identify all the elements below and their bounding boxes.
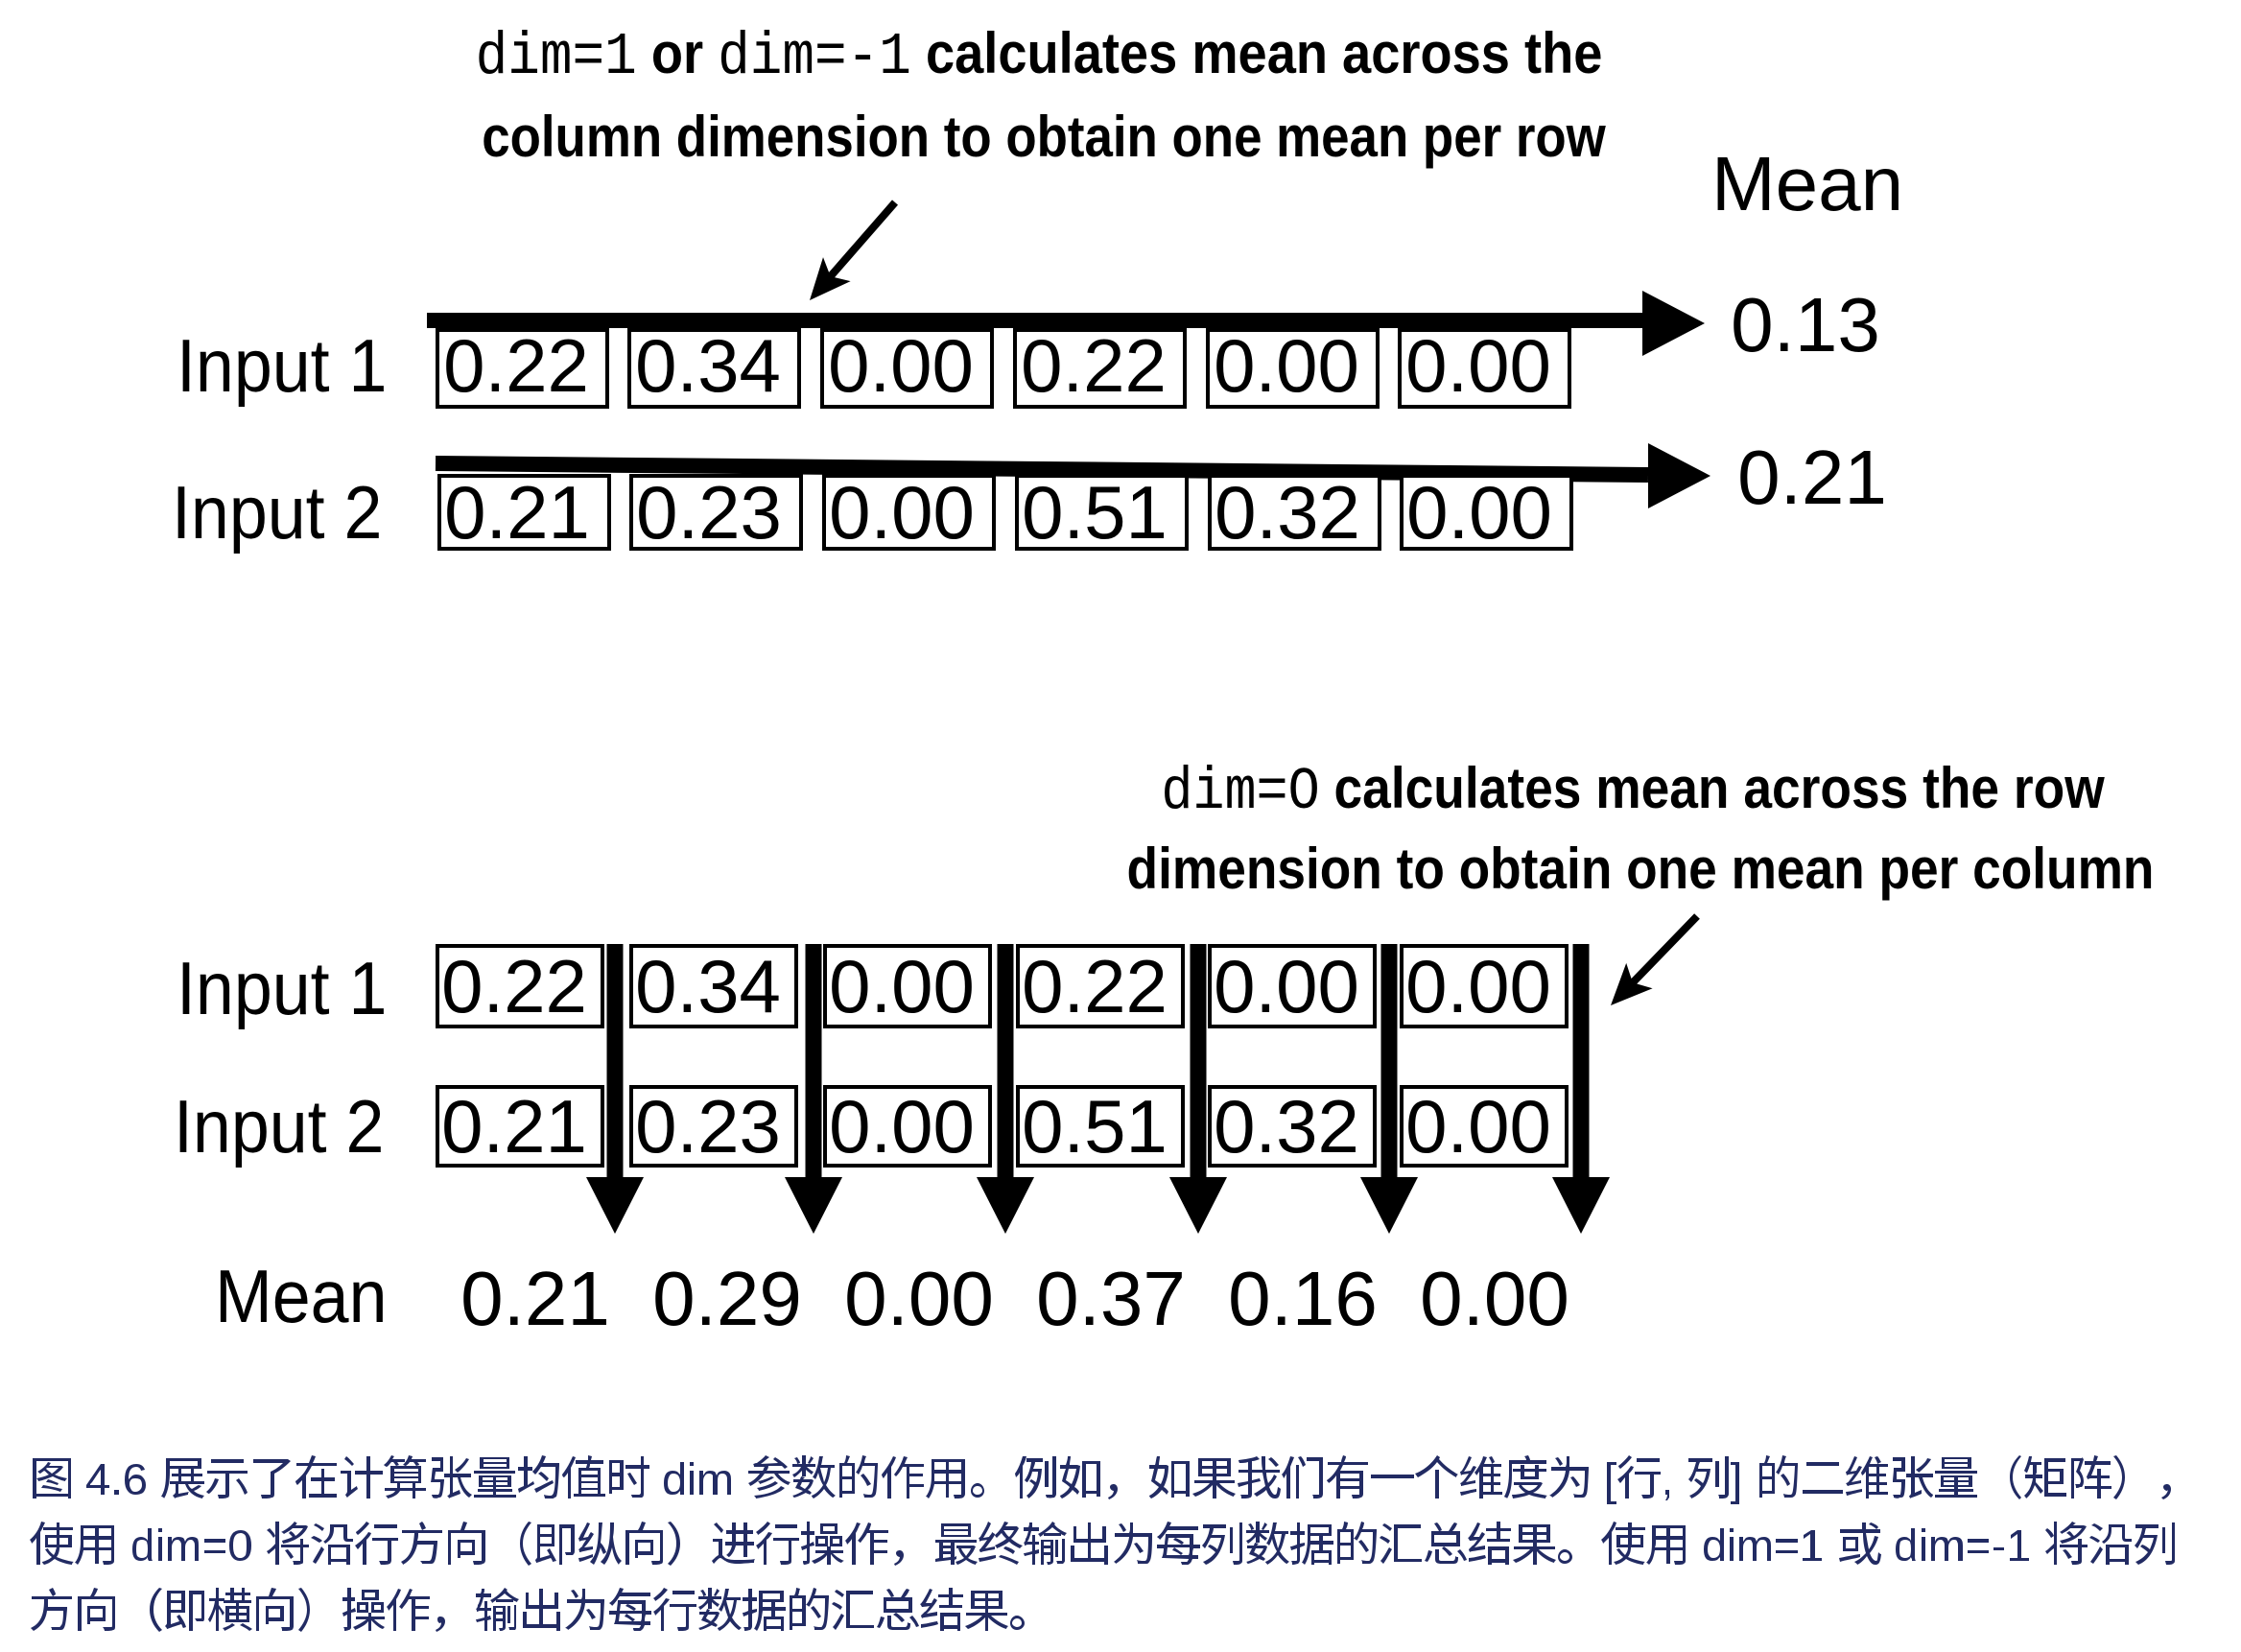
svg-text:0.32: 0.32 bbox=[1215, 470, 1360, 555]
svg-text:0.32: 0.32 bbox=[1214, 1084, 1359, 1168]
svg-text:Input 2: Input 2 bbox=[174, 1084, 384, 1168]
svg-text:0.23: 0.23 bbox=[636, 470, 782, 555]
svg-text:0.00: 0.00 bbox=[1405, 1084, 1551, 1168]
svg-text:Mean: Mean bbox=[215, 1254, 388, 1337]
svg-text:dim=O calculates mean across t: dim=O calculates mean across the row bbox=[1161, 757, 2105, 826]
svg-text:Mean: Mean bbox=[1711, 141, 1903, 226]
svg-text:dimension to obtain one mean p: dimension to obtain one mean per column bbox=[1127, 838, 2155, 902]
svg-text:0.22: 0.22 bbox=[441, 944, 587, 1028]
svg-text:0.00: 0.00 bbox=[828, 323, 974, 408]
svg-text:0.51: 0.51 bbox=[1022, 470, 1168, 555]
svg-text:0.00: 0.00 bbox=[1405, 323, 1551, 408]
svg-text:0.13: 0.13 bbox=[1731, 282, 1880, 367]
svg-text:0.21: 0.21 bbox=[1737, 435, 1887, 520]
svg-text:0.34: 0.34 bbox=[635, 323, 781, 408]
svg-text:0.00: 0.00 bbox=[829, 470, 975, 555]
svg-text:0.00: 0.00 bbox=[1406, 470, 1552, 555]
svg-text:Input 1: Input 1 bbox=[177, 946, 387, 1029]
svg-text:0.00: 0.00 bbox=[829, 944, 975, 1028]
svg-text:0.00: 0.00 bbox=[844, 1256, 994, 1341]
svg-text:0.21: 0.21 bbox=[460, 1256, 610, 1341]
svg-text:0.00: 0.00 bbox=[1214, 944, 1359, 1028]
svg-text:0.51: 0.51 bbox=[1022, 1084, 1168, 1168]
svg-text:0.23: 0.23 bbox=[635, 1084, 781, 1168]
svg-text:0.00: 0.00 bbox=[1420, 1256, 1569, 1341]
svg-text:0.22: 0.22 bbox=[443, 323, 589, 408]
svg-text:0.37: 0.37 bbox=[1036, 1256, 1186, 1341]
svg-text:0.16: 0.16 bbox=[1228, 1256, 1378, 1341]
svg-text:0.21: 0.21 bbox=[441, 1084, 587, 1168]
svg-text:0.00: 0.00 bbox=[829, 1084, 975, 1168]
svg-text:0.00: 0.00 bbox=[1405, 944, 1551, 1028]
svg-text:0.00: 0.00 bbox=[1214, 323, 1359, 408]
svg-text:Input 1: Input 1 bbox=[177, 323, 387, 407]
svg-text:Input 2: Input 2 bbox=[172, 470, 382, 554]
svg-text:column dimension to obtain one: column dimension to obtain one mean per … bbox=[482, 105, 1607, 169]
svg-text:0.29: 0.29 bbox=[652, 1256, 802, 1341]
svg-text:dim=1 or dim=-1 calculates mea: dim=1 or dim=-1 calculates mean across t… bbox=[476, 21, 1603, 90]
svg-text:0.22: 0.22 bbox=[1021, 323, 1167, 408]
svg-text:0.34: 0.34 bbox=[635, 944, 781, 1028]
svg-text:0.22: 0.22 bbox=[1022, 944, 1168, 1028]
svg-text:0.21: 0.21 bbox=[444, 470, 590, 555]
